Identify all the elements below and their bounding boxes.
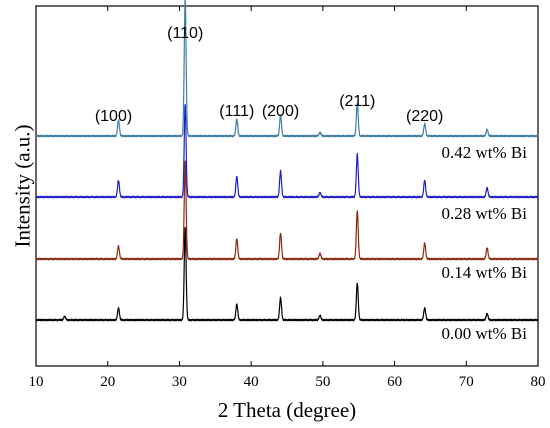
series-label-1: 0.14 wt% Bi	[442, 263, 528, 282]
x-tick-label-1: 20	[100, 374, 115, 390]
series-line-3	[35, 0, 539, 138]
x-tick-label-0: 10	[29, 374, 44, 390]
x-tick-label-4: 50	[315, 374, 330, 390]
series-group	[35, 0, 539, 322]
series-label-2: 0.28 wt% Bi	[442, 204, 528, 223]
x-tick-group: 10 20 30 40 50 60 70 80	[29, 6, 546, 390]
peak-annotation-3: (200)	[262, 103, 299, 120]
x-tick-label-3: 40	[244, 374, 259, 390]
x-tick-label-7: 80	[531, 374, 546, 390]
series-line-1	[35, 160, 539, 261]
series-label-3: 0.42 wt% Bi	[442, 143, 528, 162]
peak-annotation-2: (111)	[219, 103, 254, 120]
x-axis-label: 2 Theta (degree)	[218, 398, 356, 422]
x-tick-label-6: 70	[459, 374, 474, 390]
series-label-group: 0.00 wt% Bi 0.14 wt% Bi 0.28 wt% Bi 0.42 wt…	[442, 143, 528, 343]
x-tick-label-5: 60	[387, 374, 402, 390]
peak-annotation-4: (211)	[339, 93, 375, 110]
plot-frame	[35, 5, 539, 367]
peak-annotation-0: (100)	[95, 108, 132, 125]
peak-annotation-1: (110)	[167, 25, 203, 42]
peak-annotation-5: (220)	[406, 108, 443, 125]
series-line-2	[35, 104, 539, 199]
peak-annotation-group: (100) (110) (111) (200) (211) (220)	[95, 25, 444, 125]
y-axis-label: Intensity (a.u.)	[10, 124, 34, 247]
series-label-0: 0.00 wt% Bi	[442, 324, 528, 343]
x-tick-label-2: 30	[172, 374, 187, 390]
series-line-0	[35, 226, 539, 322]
